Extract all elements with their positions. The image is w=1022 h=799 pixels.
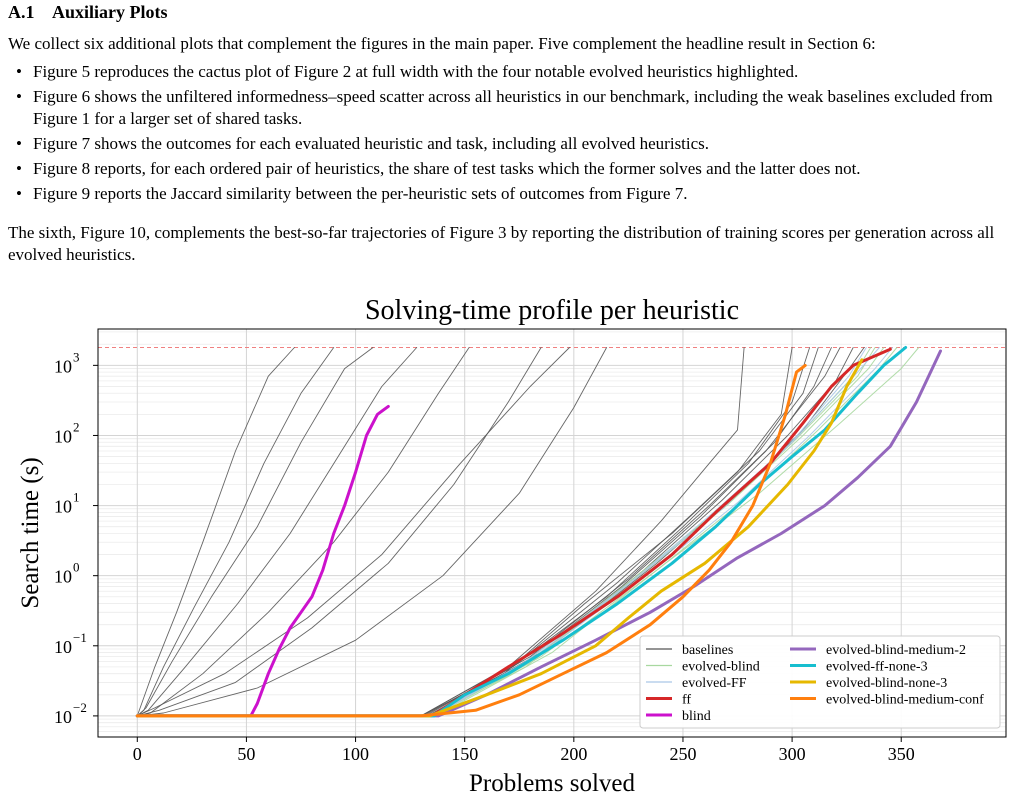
baseline-series-line [136,347,470,717]
legend-label: evolved-blind-medium-conf [826,693,984,708]
x-axis-label: Problems solved [469,770,635,797]
baseline-series-line [136,347,819,717]
baseline-series-line [136,347,542,717]
chart-legend [639,635,1001,729]
legend-label: evolved-ff-none-3 [826,660,928,675]
bullet-icon: • [16,62,22,81]
closing-paragraph: The sixth, Figure 10, complements the be… [8,223,995,264]
legend-label: blind [682,709,711,724]
x-tick-label: 50 [237,744,255,764]
baseline-series-line [136,347,832,717]
legend-label: ff [682,693,691,708]
baseline-series-line [136,347,295,717]
y-tick-label: 10 [54,426,72,446]
bullet-icon: • [16,184,22,203]
y-tick-exponent: 1 [73,490,80,505]
x-tick-label: 350 [888,744,915,764]
list-item: • Figure 9 reports the Jaccard similarity… [16,184,688,203]
legend-label: evolved-FF [682,676,747,691]
y-tick-label: 10 [54,637,72,657]
plot-frame [97,328,1007,738]
evolved-blind-medium-conf-series-line [135,363,807,718]
y-tick-exponent: 2 [73,419,80,434]
list-item: • Figure 6 shows the unfiltered informedn… [16,87,993,128]
list-item: • Figure 7 shows the outcomes for each ev… [16,134,710,153]
legend-label: evolved-blind [682,660,760,675]
x-tick-label: 0 [133,744,142,764]
y-tick-label: 10 [54,707,72,727]
x-tick-label: 200 [560,744,587,764]
legend-label: evolved-blind-medium-2 [826,643,966,658]
baseline-series-line [136,347,570,717]
x-tick-label: 150 [451,744,478,764]
blind-series-line [135,404,390,718]
list-item: • Figure 5 reproduces the cactus plot of … [16,62,799,81]
y-tick-exponent: −1 [73,630,87,645]
figure-list: • Figure 5 reproduces the cactus plot of … [8,61,1020,208]
section-title: Auxiliary Plots [52,2,168,22]
chart-title: Solving-time profile per heuristic [365,295,739,326]
list-item: • Figure 8 reports, for each ordered pair… [16,159,861,178]
baseline-series-line [136,347,793,717]
y-axis-label: Search time (s) [17,457,44,608]
y-tick-exponent: 0 [73,560,80,575]
baseline-series-line [136,347,608,717]
bullet-icon: • [16,87,22,106]
y-tick-exponent: 3 [73,349,80,364]
legend-label: baselines [682,643,733,658]
baseline-series-line [136,347,418,717]
evolved-ff-none-3-series-line [135,346,908,718]
y-tick-label: 10 [54,497,72,517]
x-tick-label: 250 [669,744,696,764]
evolved-ff-series-line [136,347,893,717]
x-tick-label: 100 [342,744,369,764]
legend-label: evolved-blind-none-3 [826,676,947,691]
section-number: A.1 [8,2,35,22]
bullet-icon: • [16,134,22,153]
intro-paragraph: We collect six additional plots that com… [8,34,876,53]
y-tick-label: 10 [54,356,72,376]
evolved-blind-none-3-series-line [135,358,864,718]
baseline-series-line [136,347,335,717]
section-heading: A.1 Auxiliary Plots [8,2,168,23]
bullet-icon: • [16,159,22,178]
baseline-series-line [136,347,374,717]
y-tick-exponent: −2 [73,700,87,715]
y-tick-label: 10 [54,567,72,587]
x-tick-label: 300 [779,744,806,764]
